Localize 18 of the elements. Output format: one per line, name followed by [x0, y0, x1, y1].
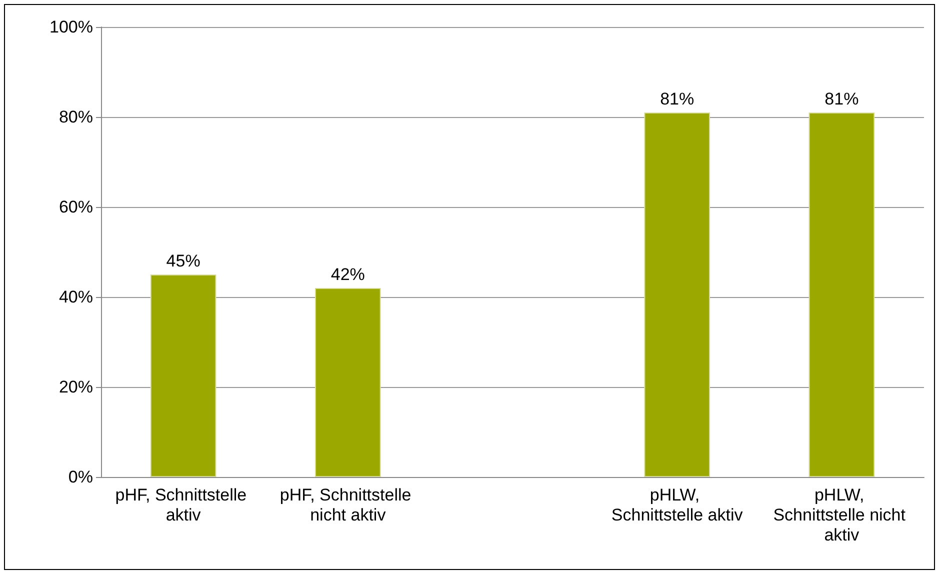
- bar: [314, 288, 381, 477]
- y-tick-label: 60%: [58, 198, 93, 216]
- data-label: 42%: [330, 265, 365, 284]
- x-tick-label: pHF, Schnittstelle nicht aktiv: [280, 486, 416, 524]
- y-tick-label: 80%: [58, 108, 93, 126]
- data-label: 81%: [824, 90, 859, 108]
- x-tick-label: pHLW, Schnittstelle aktiv: [611, 486, 744, 524]
- data-label: 81%: [660, 90, 694, 108]
- y-tick-label: 20%: [58, 378, 93, 396]
- x-tick-label: pHF, Schnittstelle aktiv: [115, 486, 252, 524]
- bar: [644, 112, 710, 477]
- y-tick-label: 40%: [58, 288, 93, 306]
- x-tick-label: pHLW, Schnittstelle nicht aktiv: [773, 486, 910, 544]
- y-tick-label: 100%: [50, 18, 93, 36]
- data-label: 45%: [166, 252, 200, 270]
- bar: [150, 274, 216, 477]
- y-tick-label: 0%: [68, 468, 93, 486]
- bar: [808, 112, 875, 477]
